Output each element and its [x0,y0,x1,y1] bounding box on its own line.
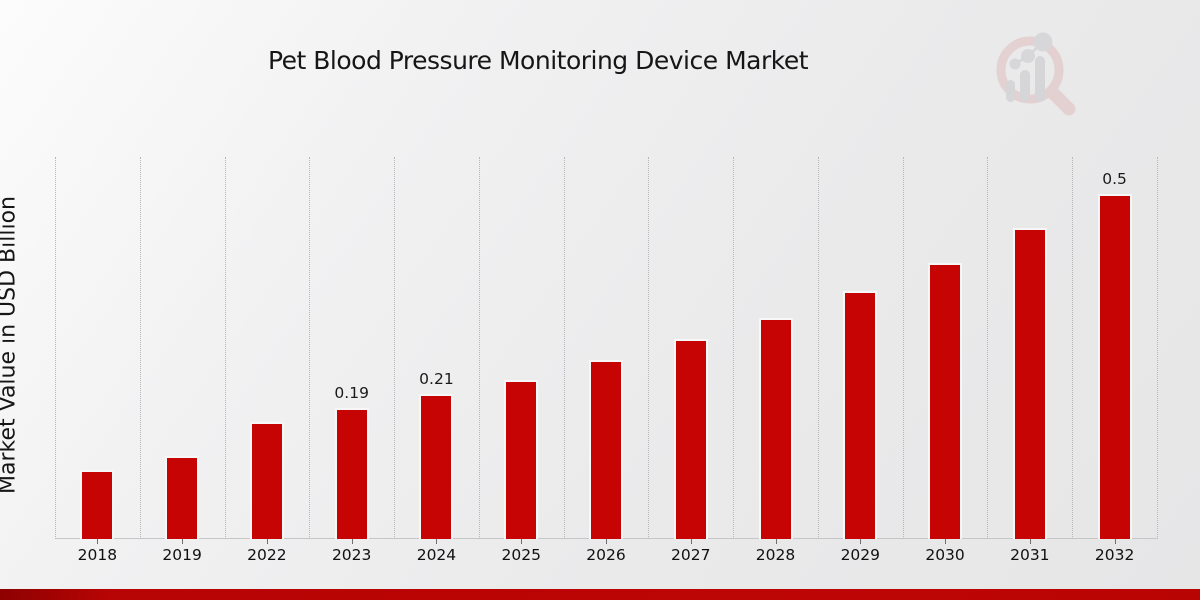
vertical-gridline [309,157,311,539]
logo-dot-large [1033,32,1053,52]
x-axis-tick [1114,539,1116,544]
bar-slot-2031: 2031 [987,157,1072,564]
vertical-gridline [733,157,735,539]
bar-slot-2019: 2019 [140,157,225,564]
x-axis-tick [97,539,99,544]
x-axis-label-2019: 2019 [162,546,202,564]
x-axis-label-2022: 2022 [247,546,287,564]
vertical-gridline [55,157,56,539]
logo-dot-medium [1021,49,1035,63]
vertical-gridline [987,157,989,539]
bar-slot-2022: 2022 [225,157,310,564]
x-axis-tick [690,539,692,544]
magnifier-bar-chart-logo-icon [996,32,1076,116]
bar-2022 [249,422,284,539]
bar-value-label-2032: 0.5 [1102,170,1127,188]
magnifier-ring [996,36,1064,104]
vertical-gridline [1157,157,1158,539]
bar-2019 [165,456,200,539]
bar-slot-2032: 0.5 2032 [1072,157,1157,564]
x-axis-tick [605,539,607,544]
chart-title: Pet Blood Pressure Monitoring Device Mar… [267,46,809,75]
x-axis-label-2027: 2027 [671,546,711,564]
bar-value-label-2023: 0.19 [334,384,369,402]
logo-bar-tall [1035,56,1045,102]
bar-slot-2028: 2028 [733,157,818,564]
bar-2023 [334,408,369,539]
vertical-gridline [478,157,480,539]
vertical-gridline [394,157,396,539]
x-axis-label-2029: 2029 [840,546,881,564]
x-axis-label-2030: 2030 [925,546,965,564]
bar-2032 [1097,194,1132,539]
x-axis-tick [1029,539,1031,544]
x-axis-tick [436,539,438,544]
bar-2031 [1012,228,1047,539]
vertical-gridline [648,157,650,539]
x-axis-label-2031: 2031 [1010,546,1050,564]
bar-slot-2024: 0.21 2024 [394,157,479,564]
vertical-gridline [563,157,565,539]
vertical-gridline [817,157,819,539]
bar-2025 [504,380,539,539]
logo-bar-small [1006,80,1015,102]
vertical-gridline [224,157,226,539]
x-axis-tick [266,539,268,544]
x-axis-tick [945,539,947,544]
x-axis-label-2028: 2028 [755,546,796,564]
logo-dot-small [1009,58,1021,70]
bar-slot-2018: 2018 [55,157,140,564]
bar-slot-2029: 2029 [818,157,903,564]
x-axis-tick [775,539,777,544]
plot-area: 2018 2019 2022 0.19 2023 0.21 2024 2025 2026 2027… [55,157,1158,564]
bar-value-label-2024: 0.21 [419,370,454,388]
bar-2030 [928,263,963,539]
vertical-gridline [1072,157,1074,539]
x-axis-tick [860,539,862,544]
bar-2026 [588,360,623,539]
x-axis-label-2026: 2026 [586,546,626,564]
bar-slot-2027: 2027 [648,157,733,564]
magnifier-handle [1045,85,1076,116]
x-axis-label-2024: 2024 [416,546,457,564]
bar-slot-2025: 2025 [479,157,564,564]
bar-slot-2026: 2026 [564,157,649,564]
x-axis-tick [182,539,184,544]
bar-slot-2023: 0.19 2023 [309,157,394,564]
vertical-gridline [902,157,904,539]
x-axis-label-2018: 2018 [77,546,118,564]
bar-slot-2030: 2030 [903,157,988,564]
x-axis-tick [351,539,353,544]
vertical-gridline [139,157,141,539]
bar-2029 [843,291,878,539]
bar-2028 [758,318,793,539]
footer-accent-bar [0,589,1200,600]
x-axis-label-2032: 2032 [1094,546,1135,564]
bar-2018 [80,470,115,539]
bar-2027 [673,339,708,539]
x-axis-label-2025: 2025 [501,546,541,564]
x-axis-label-2023: 2023 [331,546,372,564]
bar-2024 [419,394,454,539]
logo-bar-medium [1020,70,1030,102]
y-axis-label: Market Value in USD Billion [0,195,21,495]
x-axis-tick [521,539,523,544]
